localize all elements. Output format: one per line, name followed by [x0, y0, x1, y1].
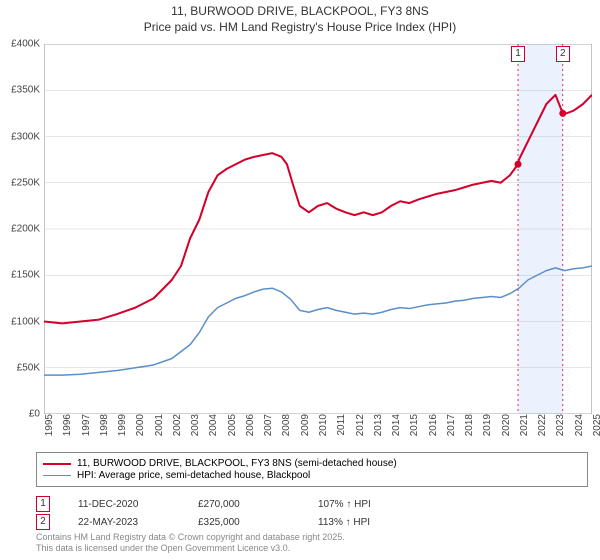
x-tick-label: 2003	[190, 414, 196, 436]
y-tick-label: £0	[2, 409, 40, 420]
x-tick-label: 2024	[574, 414, 580, 436]
footer: Contains HM Land Registry data © Crown c…	[36, 532, 345, 554]
x-tick-label: 2000	[135, 414, 141, 436]
x-tick-label: 2021	[519, 414, 525, 436]
plot-svg	[44, 44, 592, 414]
x-tick-label: 1998	[99, 414, 105, 436]
legend-label: HPI: Average price, semi-detached house,…	[77, 470, 310, 481]
marker-label: 1	[511, 46, 525, 62]
data-point-marker: 1	[36, 496, 50, 512]
x-tick-label: 2006	[245, 414, 251, 436]
y-tick-label: £200K	[2, 224, 40, 235]
x-tick-label: 1995	[44, 414, 50, 436]
title-line-1: 11, BURWOOD DRIVE, BLACKPOOL, FY3 8NS	[0, 4, 600, 20]
x-tick-label: 2025	[592, 414, 598, 436]
x-tick-label: 2019	[482, 414, 488, 436]
data-point-row: 2 22-MAY-2023£325,000113% ↑ HPI	[36, 514, 588, 530]
data-point-hpi: 113% ↑ HPI	[318, 517, 438, 528]
x-tick-label: 2008	[281, 414, 287, 436]
x-tick-label: 2004	[208, 414, 214, 436]
data-point-price: £270,000	[198, 499, 318, 510]
x-tick-label: 2020	[501, 414, 507, 436]
x-tick-label: 2017	[446, 414, 452, 436]
y-tick-label: £400K	[2, 39, 40, 50]
y-tick-label: £50K	[2, 362, 40, 373]
data-point-date: 11-DEC-2020	[78, 499, 198, 510]
title-block: 11, BURWOOD DRIVE, BLACKPOOL, FY3 8NS Pr…	[0, 0, 600, 35]
x-tick-label: 2005	[227, 414, 233, 436]
title-line-2: Price paid vs. HM Land Registry's House …	[0, 20, 600, 36]
chart-area: £0£50K£100K£150K£200K£250K£300K£350K£400…	[44, 44, 592, 414]
legend-label: 11, BURWOOD DRIVE, BLACKPOOL, FY3 8NS (s…	[77, 458, 397, 469]
x-tick-label: 2016	[428, 414, 434, 436]
data-point-price: £325,000	[198, 517, 318, 528]
x-tick-label: 2014	[391, 414, 397, 436]
legend-swatch	[43, 463, 71, 465]
y-tick-label: £100K	[2, 316, 40, 327]
x-tick-label: 2018	[464, 414, 470, 436]
y-tick-label: £150K	[2, 270, 40, 281]
x-tick-label: 1996	[62, 414, 68, 436]
x-tick-label: 1997	[81, 414, 87, 436]
y-tick-label: £250K	[2, 177, 40, 188]
x-tick-label: 2023	[555, 414, 561, 436]
data-point-date: 22-MAY-2023	[78, 517, 198, 528]
x-tick-label: 2012	[355, 414, 361, 436]
x-tick-label: 1999	[117, 414, 123, 436]
footer-line-1: Contains HM Land Registry data © Crown c…	[36, 532, 345, 543]
chart-container: 11, BURWOOD DRIVE, BLACKPOOL, FY3 8NS Pr…	[0, 0, 600, 560]
legend-row: HPI: Average price, semi-detached house,…	[43, 470, 581, 481]
x-tick-label: 2001	[154, 414, 160, 436]
x-tick-label: 2007	[263, 414, 269, 436]
x-tick-label: 2002	[172, 414, 178, 436]
legend: 11, BURWOOD DRIVE, BLACKPOOL, FY3 8NS (s…	[36, 452, 588, 487]
footer-line-2: This data is licensed under the Open Gov…	[36, 543, 345, 554]
legend-row: 11, BURWOOD DRIVE, BLACKPOOL, FY3 8NS (s…	[43, 458, 581, 469]
data-point-marker: 2	[36, 514, 50, 530]
legend-swatch	[43, 475, 71, 476]
marker-label: 2	[556, 46, 570, 62]
y-tick-label: £350K	[2, 85, 40, 96]
x-tick-label: 2010	[318, 414, 324, 436]
x-tick-label: 2013	[373, 414, 379, 436]
data-point-row: 1 11-DEC-2020£270,000107% ↑ HPI	[36, 496, 588, 512]
data-points-table: 1 11-DEC-2020£270,000107% ↑ HPI 2 22-MAY-20…	[36, 494, 588, 532]
x-tick-label: 2009	[300, 414, 306, 436]
x-tick-label: 2015	[409, 414, 415, 436]
data-point-hpi: 107% ↑ HPI	[318, 499, 438, 510]
x-tick-label: 2011	[336, 414, 342, 436]
y-tick-label: £300K	[2, 131, 40, 142]
x-tick-label: 2022	[537, 414, 543, 436]
